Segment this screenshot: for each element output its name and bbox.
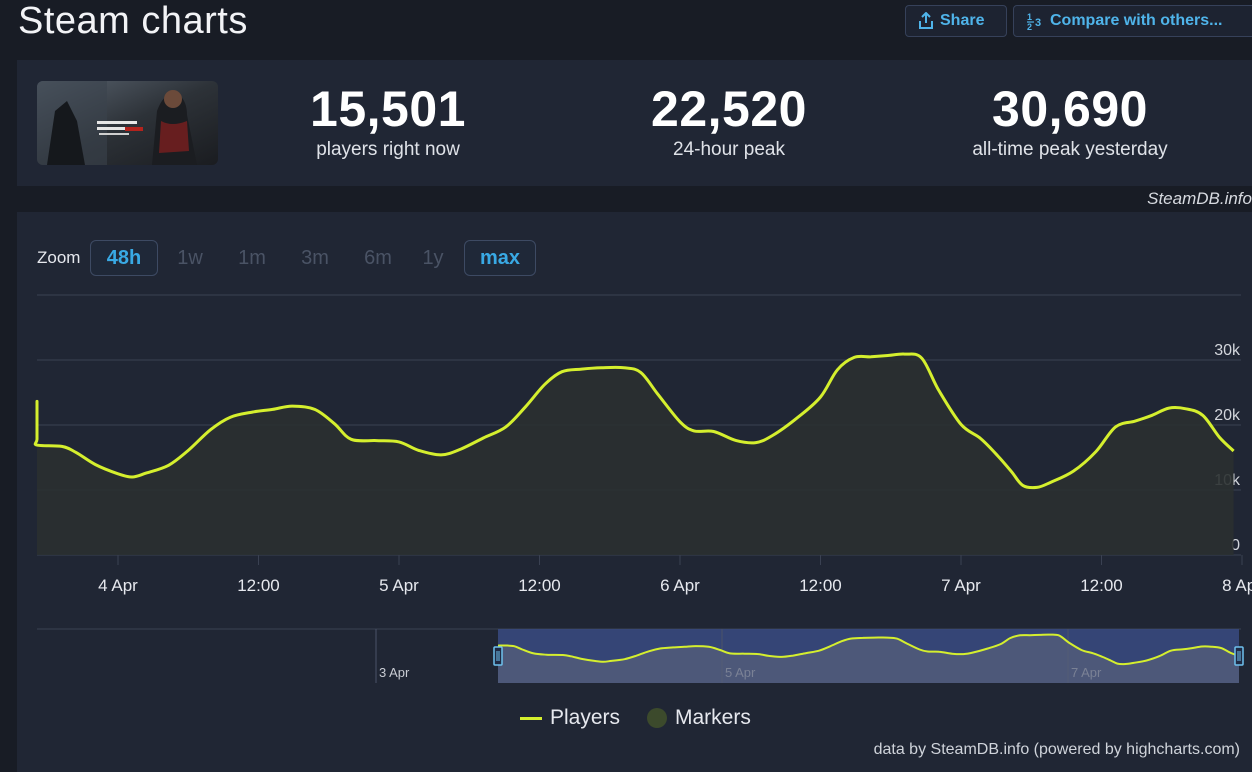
x-tick-label: 4 Apr <box>98 576 138 595</box>
x-tick-label: 12:00 <box>237 576 280 595</box>
highcharts-credit[interactable]: data by SteamDB.info (powered by highcha… <box>873 741 1240 758</box>
legend-players[interactable]: Players <box>520 706 620 730</box>
legend-markers[interactable]: Markers <box>647 706 751 730</box>
x-tick-label: 12:00 <box>518 576 561 595</box>
zoom-max-button[interactable]: max <box>464 240 536 276</box>
game-cover-image <box>37 81 218 165</box>
stat-all-time-peak: 30,690 all-time peak yesterday <box>940 80 1200 161</box>
y-tick-label: 30k <box>1214 342 1241 359</box>
stat-24h-peak-value: 22,520 <box>651 81 807 137</box>
stat-24h-peak: 22,520 24-hour peak <box>599 80 859 161</box>
navigator-left-handle[interactable] <box>493 646 503 666</box>
svg-text:2: 2 <box>1027 22 1032 31</box>
legend-markers-label: Markers <box>675 706 751 729</box>
steamdb-credit[interactable]: SteamDB.info <box>1147 189 1252 208</box>
players-area <box>35 353 1234 555</box>
zoom-1m-button[interactable]: 1m <box>238 246 266 269</box>
legend-players-label: Players <box>550 706 621 729</box>
zoom-1w-button[interactable]: 1w <box>177 246 203 269</box>
zoom-1y-button[interactable]: 1y <box>422 246 444 269</box>
x-tick-label: 8 Apr <box>1222 576 1252 595</box>
svg-text:1: 1 <box>1027 12 1032 22</box>
share-button[interactable]: Share <box>905 5 1007 37</box>
x-tick-label: 5 Apr <box>379 576 419 595</box>
y-tick-label: 0 <box>1231 537 1240 554</box>
x-tick-label: 6 Apr <box>660 576 700 595</box>
navigator-date-label: 3 Apr <box>379 665 410 680</box>
stat-all-time-peak-value: 30,690 <box>992 81 1148 137</box>
y-tick-label: 20k <box>1214 407 1241 424</box>
stat-current-label: players right now <box>316 139 460 160</box>
markers-dot-swatch <box>647 708 667 728</box>
x-tick-label: 7 Apr <box>941 576 981 595</box>
page-title: Steam charts <box>18 0 248 42</box>
stat-current: 15,501 players right now <box>258 80 518 161</box>
zoom-3m-button[interactable]: 3m <box>301 246 329 269</box>
players-series-line <box>33 352 1235 490</box>
svg-text:3: 3 <box>1035 17 1041 29</box>
x-tick-label: 12:00 <box>799 576 842 595</box>
zoom-48h-button[interactable]: 48h <box>90 240 158 276</box>
navigator-series-line <box>497 633 1240 666</box>
share-icon <box>918 12 934 30</box>
players-line-swatch <box>520 716 542 720</box>
navigator-area <box>498 634 1239 683</box>
stat-current-value: 15,501 <box>310 81 466 137</box>
stat-all-time-peak-label: all-time peak yesterday <box>972 139 1168 160</box>
compare-button-label: Compare with others... <box>1050 12 1223 29</box>
share-button-label: Share <box>940 12 985 29</box>
x-tick-label: 12:00 <box>1080 576 1123 595</box>
stat-24h-peak-label: 24-hour peak <box>673 139 785 160</box>
stats-panel <box>17 60 1252 186</box>
navigator-right-handle[interactable] <box>1234 646 1244 666</box>
zoom-label: Zoom <box>37 248 81 267</box>
zoom-6m-button[interactable]: 6m <box>364 246 392 269</box>
